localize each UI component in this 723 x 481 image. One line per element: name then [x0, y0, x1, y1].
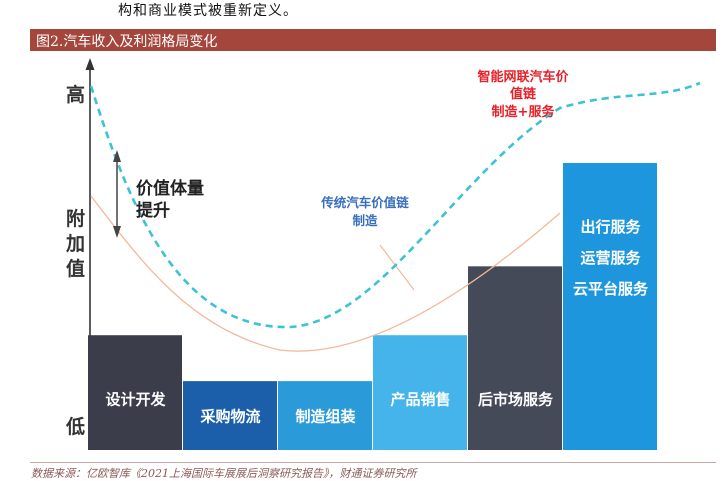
smart-value-chain-curve	[89, 81, 701, 329]
y-axis-label-high: 高	[66, 83, 85, 106]
smart-chain-label-2: 值链	[510, 86, 537, 102]
traditional-pointer-line	[379, 244, 415, 291]
stage-bar	[468, 266, 562, 450]
y-axis-label-mid-1: 附	[66, 207, 85, 230]
traditional-chain-label-2: 制造	[352, 213, 378, 228]
value-lift-arrow-up	[113, 150, 121, 162]
y-axis-label-mid-3: 值	[66, 257, 85, 280]
value-lift-label-1: 价值体量	[136, 178, 204, 199]
stage-bar	[88, 335, 182, 450]
stage-label: 设计开发	[105, 391, 166, 409]
stage-label: 运营服务	[580, 249, 641, 267]
source-note: 数据来源：亿欧智库《2021上海国际车展展后洞察研究报告》，财通证券研究所	[31, 467, 417, 480]
stage-label: 出行服务	[580, 218, 641, 236]
stage-label: 云平台服务	[573, 280, 649, 298]
stage-bar	[183, 381, 277, 450]
traditional-chain-label-1: 传统汽车价值链	[320, 195, 409, 210]
y-axis-label-low: 低	[65, 415, 85, 438]
value-lift-arrow-down	[113, 226, 121, 238]
figure-header: 图2.汽车收入及利润格局变化	[30, 29, 716, 51]
intro-text: 构和商业模式被重新定义。	[118, 3, 298, 19]
stage-bar	[563, 163, 657, 450]
value-lift-label-2: 提升	[136, 201, 170, 221]
stage-bar	[373, 335, 467, 450]
stage-label: 制造组装	[295, 408, 356, 426]
stage-bar	[278, 381, 372, 450]
smart-chain-label-3: 制造+服务	[492, 104, 556, 120]
footer-rule	[30, 462, 716, 463]
stage-label: 产品销售	[390, 391, 450, 409]
figure-title: 图2.汽车收入及利润格局变化	[36, 34, 218, 50]
stage-label: 后市场服务	[478, 391, 554, 409]
y-axis-arrow-head	[85, 58, 95, 70]
traditional-value-chain-curve	[90, 195, 561, 352]
y-axis-label-mid-2: 加	[65, 233, 85, 255]
smart-chain-label-1: 智能网联汽车价	[477, 69, 569, 85]
stage-label: 采购物流	[199, 408, 260, 426]
